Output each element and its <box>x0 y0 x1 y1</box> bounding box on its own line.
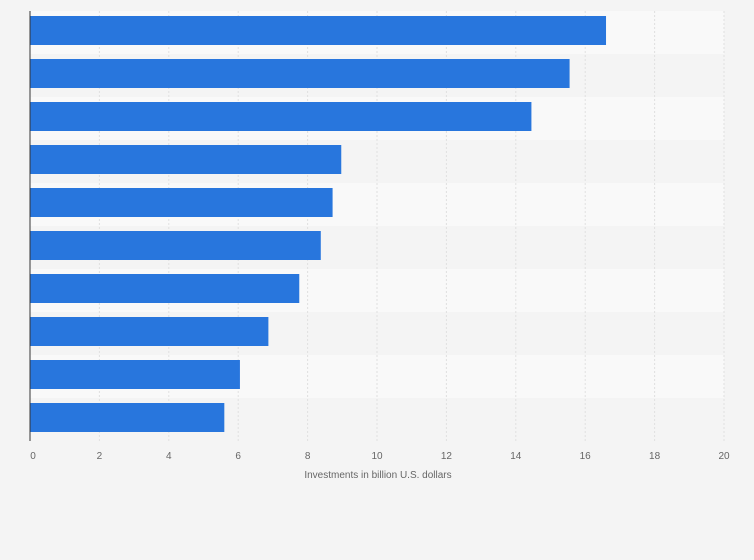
x-tick-label: 18 <box>649 451 661 462</box>
bar <box>30 188 333 217</box>
bar <box>30 59 570 88</box>
x-tick-label: 6 <box>235 451 241 462</box>
x-tick-label: 20 <box>718 451 730 462</box>
x-tick-label: 12 <box>441 451 453 462</box>
x-axis-ticks: 0 2 4 6 8 10 12 14 16 18 20 <box>30 451 730 462</box>
bar <box>30 360 240 389</box>
bar <box>30 145 342 174</box>
x-tick-label: 10 <box>371 451 383 462</box>
x-tick-label: 14 <box>510 451 522 462</box>
bar <box>30 231 321 260</box>
bar <box>30 102 532 131</box>
bars <box>30 16 607 432</box>
bar <box>30 274 300 303</box>
x-tick-label: 4 <box>166 451 172 462</box>
x-tick-label: 0 <box>30 451 36 462</box>
x-tick-label: 2 <box>97 451 103 462</box>
bar <box>30 317 269 346</box>
x-tick-label: 16 <box>580 451 592 462</box>
x-tick-label: 8 <box>305 451 311 462</box>
bar <box>30 403 225 432</box>
bar <box>30 16 607 45</box>
x-axis-title: Investments in billion U.S. dollars <box>304 470 451 481</box>
